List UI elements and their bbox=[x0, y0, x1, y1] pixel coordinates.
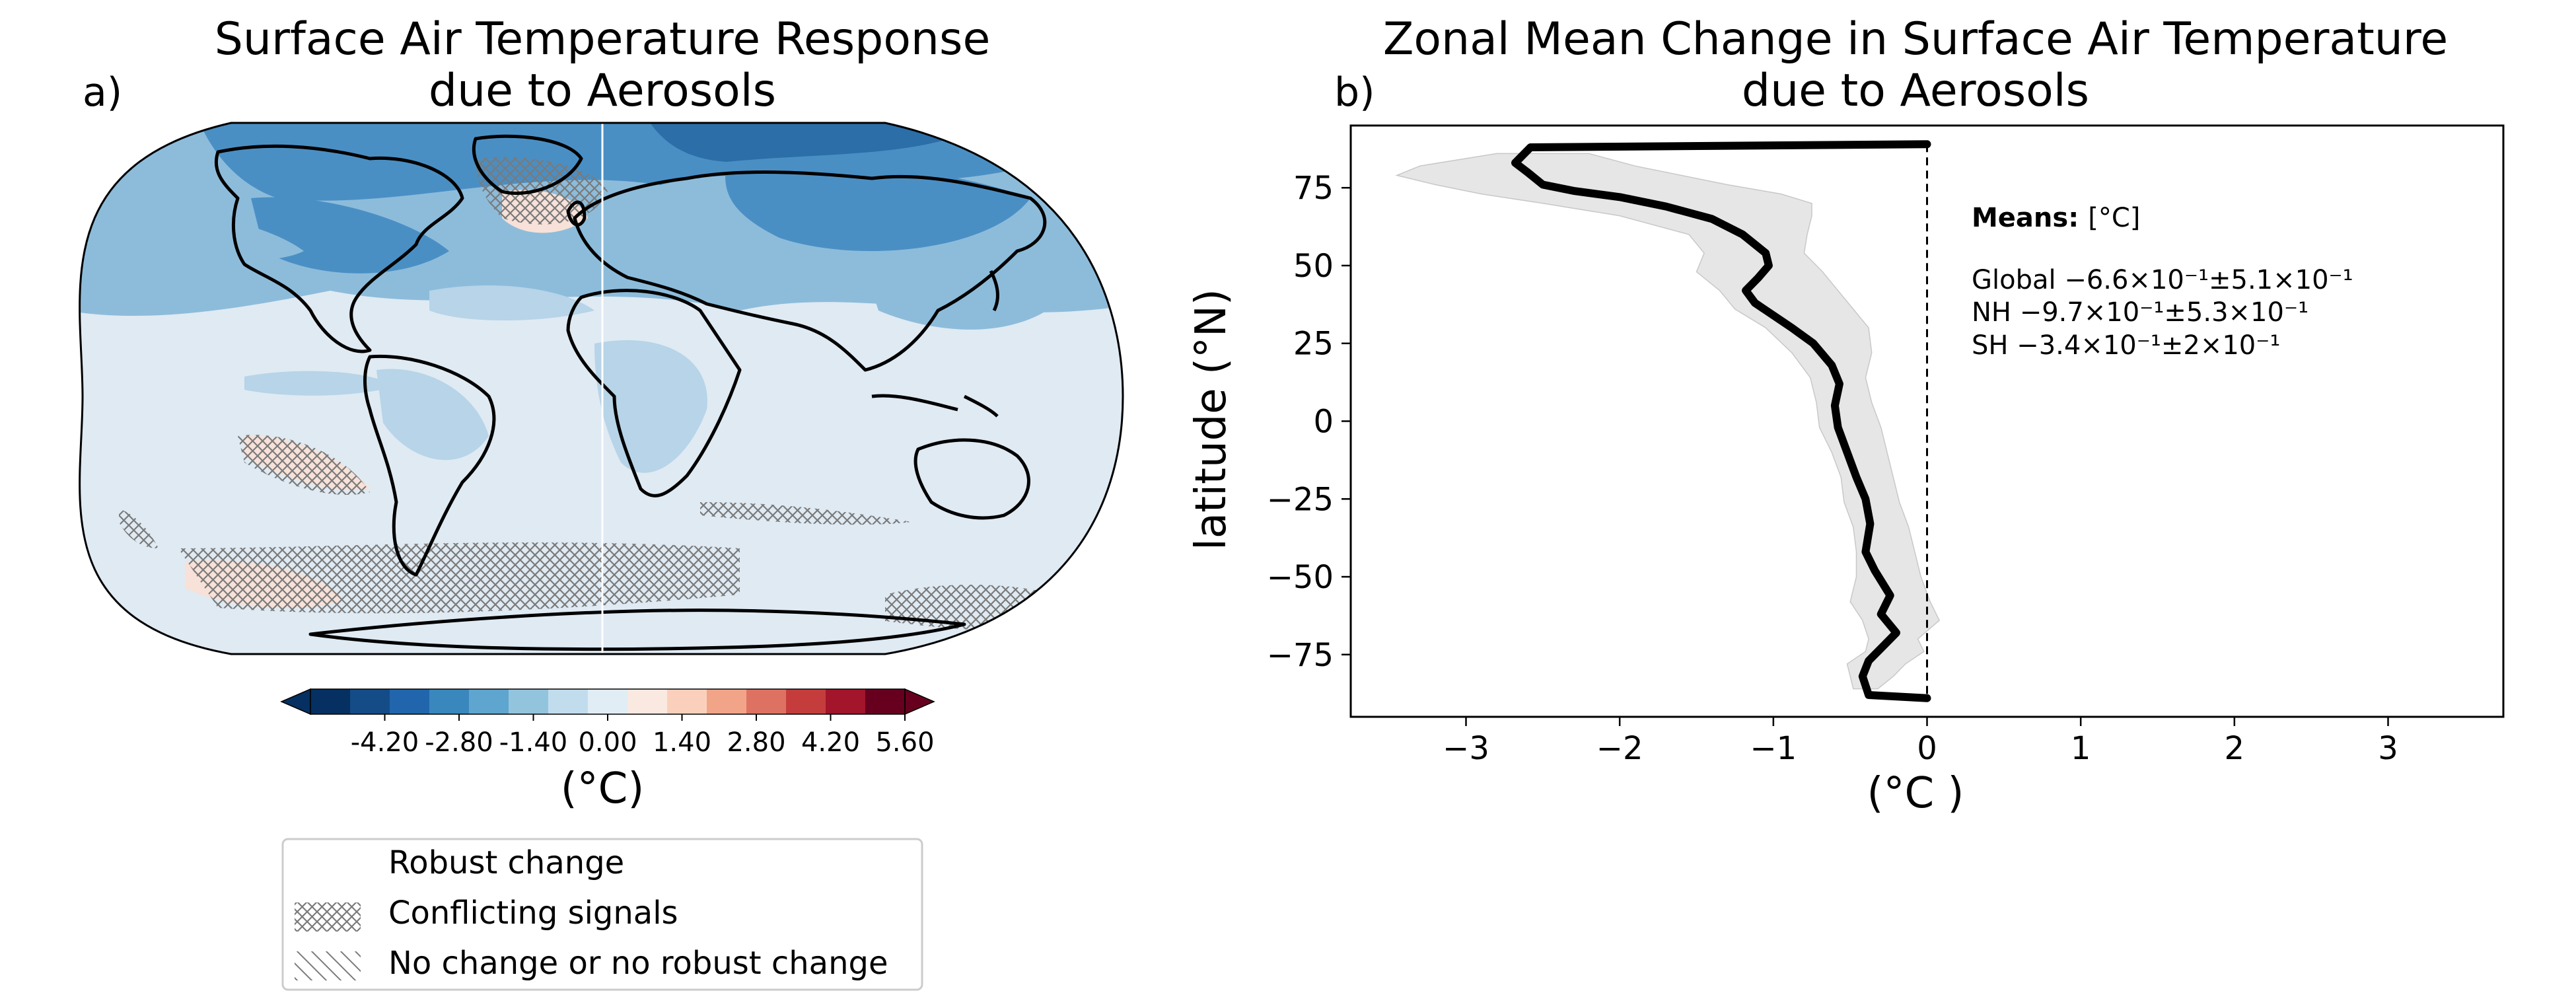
colorbar-tick-label: 5.60 bbox=[875, 727, 934, 758]
shade-siberia bbox=[725, 163, 1030, 251]
colorbar-swatch bbox=[588, 689, 628, 714]
means-annotation: Means: [°C] Global −6.6×10⁻¹±5.1×10⁻¹ NH … bbox=[1972, 203, 2353, 361]
colorbar-swatch bbox=[350, 689, 390, 714]
shade-arctic-darker bbox=[647, 123, 991, 162]
legend-no-change-label: No change or no robust change bbox=[388, 945, 888, 982]
colorbar-swatch bbox=[667, 689, 707, 714]
coast-eurasia bbox=[573, 170, 1047, 372]
colorbar-tick-label: 1.40 bbox=[653, 727, 711, 758]
hatch-s-pacific bbox=[238, 435, 370, 495]
zonal-mean-line bbox=[1511, 140, 1931, 702]
shade-pacific-band bbox=[244, 371, 396, 396]
panel-a-title-line2: due to Aerosols bbox=[429, 65, 776, 117]
colorbar-swatch bbox=[786, 689, 826, 714]
coast-uk bbox=[566, 200, 587, 227]
panel-b-letter: b) bbox=[1334, 69, 1375, 116]
y-tick-label: 25 bbox=[1293, 326, 1334, 363]
colorbar-swatch bbox=[509, 689, 549, 714]
legend-robust-label: Robust change bbox=[388, 844, 624, 881]
uncertainty-band bbox=[1395, 153, 1941, 690]
colorbar-tick-label: 4.20 bbox=[801, 727, 860, 758]
x-tick-label: −3 bbox=[1443, 730, 1489, 767]
x-tick-label: 3 bbox=[2378, 730, 2398, 767]
coast-australia bbox=[913, 438, 1030, 520]
panel-b-title-line2: due to Aerosols bbox=[1742, 65, 2089, 117]
legend-conflicting-swatch bbox=[295, 902, 361, 932]
x-tick-label: −1 bbox=[1750, 730, 1797, 767]
shade-atlantic-band bbox=[429, 285, 594, 320]
coastlines bbox=[214, 134, 1047, 651]
hatch-west-edge bbox=[119, 509, 159, 548]
panel-a-title-line1: Surface Air Temperature Response bbox=[215, 13, 991, 65]
colorbar-swatch bbox=[707, 689, 747, 714]
coast-greenland bbox=[472, 134, 583, 196]
panel-b: b) Zonal Mean Change in Surface Air Temp… bbox=[1187, 13, 2505, 818]
panel-b-title-line1: Zonal Mean Change in Surface Air Tempera… bbox=[1383, 13, 2448, 65]
colorbar-unit-label: (°C) bbox=[561, 764, 645, 813]
colorbar-over-arrow bbox=[904, 688, 935, 716]
y-tick-label: −50 bbox=[1267, 559, 1334, 596]
coast-south-america bbox=[363, 354, 496, 577]
x-tick-label: −2 bbox=[1596, 730, 1643, 767]
colorbar-swatch bbox=[746, 689, 787, 714]
x-tick-label: 1 bbox=[2071, 730, 2091, 767]
legend-no-change-swatch bbox=[295, 951, 361, 980]
y-tick-label: 50 bbox=[1293, 248, 1334, 285]
map-legend: Robust change Conflicting signals No cha… bbox=[281, 838, 923, 991]
colorbar-swatch bbox=[429, 689, 470, 714]
legend-frame bbox=[281, 838, 923, 991]
y-tick-label: 0 bbox=[1313, 404, 1334, 441]
zonal-mean-plot: −3 −2 −1 0 1 2 3 75 50 25 0 −25 −50 −75 bbox=[1267, 124, 2505, 767]
colorbar-tick-label: -1.40 bbox=[499, 727, 568, 758]
means-header-bold: Means: bbox=[1972, 203, 2079, 233]
coast-antarctica bbox=[308, 608, 966, 651]
colorbar-swatch bbox=[826, 689, 866, 714]
means-global: Global −6.6×10⁻¹±5.1×10⁻¹ bbox=[1972, 265, 2353, 295]
colorbar-tick-label: -4.20 bbox=[351, 727, 419, 758]
coast-japan bbox=[989, 270, 999, 312]
coast-africa bbox=[566, 289, 742, 497]
hatch-indian bbox=[700, 502, 912, 525]
legend-conflicting-label: Conflicting signals bbox=[388, 895, 678, 932]
colorbar-swatch bbox=[310, 689, 351, 714]
x-tick-label: 0 bbox=[1917, 730, 1937, 767]
colorbar-swatch bbox=[627, 689, 668, 714]
world-map bbox=[79, 123, 1123, 654]
colorbar-swatch bbox=[865, 689, 906, 714]
shade-s-america bbox=[376, 369, 489, 460]
means-sh: SH −3.4×10⁻¹±2×10⁻¹ bbox=[1972, 330, 2280, 361]
hatch-southern-ocean bbox=[178, 542, 740, 614]
x-tick-label: 2 bbox=[2225, 730, 2245, 767]
colorbar-tick-label: -2.80 bbox=[425, 727, 493, 758]
panel-a: a) Surface Air Temperature Response due … bbox=[79, 13, 1124, 991]
means-header-unit: [°C] bbox=[2088, 203, 2140, 233]
shade-asia-mid bbox=[859, 251, 1057, 330]
coast-indonesia bbox=[871, 394, 999, 418]
shade-n-america bbox=[251, 197, 449, 274]
colorbar-under-arrow bbox=[280, 688, 311, 716]
x-axis-label: (°C ) bbox=[1867, 769, 1964, 818]
colorbar-swatch bbox=[390, 689, 430, 714]
coast-north-america bbox=[214, 144, 464, 353]
colorbar-tick-label: 0.00 bbox=[578, 727, 637, 758]
map-outline bbox=[79, 122, 1124, 655]
colorbar-swatch bbox=[548, 689, 589, 714]
colorbar-tick-label: 2.80 bbox=[727, 727, 785, 758]
colorbar: -4.20 -2.80 -1.40 0.00 1.40 2.80 4.20 5.60 bbox=[280, 688, 935, 758]
hatch-antarctic-coast bbox=[885, 585, 1057, 631]
colorbar-swatch bbox=[469, 689, 509, 714]
y-axis-label: latitude (°N) bbox=[1187, 289, 1236, 550]
y-tick-label: 75 bbox=[1293, 170, 1334, 207]
means-nh: NH −9.7×10⁻¹±5.3×10⁻¹ bbox=[1972, 297, 2308, 328]
means-header: Means: [°C] bbox=[1972, 203, 2140, 233]
panel-a-letter: a) bbox=[83, 69, 122, 116]
y-tick-label: −75 bbox=[1267, 637, 1334, 674]
y-tick-label: −25 bbox=[1267, 481, 1334, 518]
